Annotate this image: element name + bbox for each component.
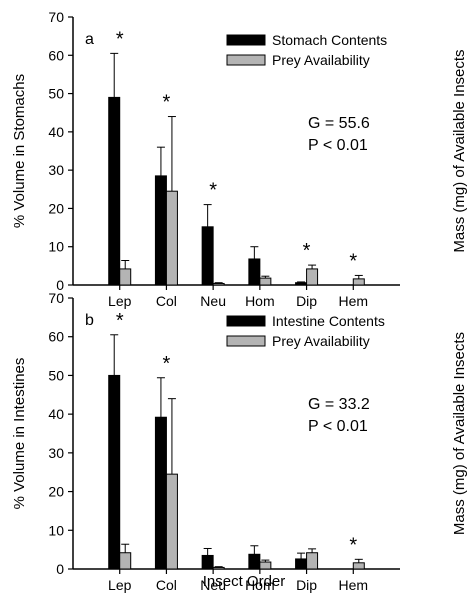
bar xyxy=(259,561,272,570)
bar xyxy=(295,282,308,286)
significance-marker: * xyxy=(116,28,124,50)
bar xyxy=(259,277,272,286)
y-tick-label: 40 xyxy=(48,124,64,140)
significance-marker: * xyxy=(349,250,357,272)
x-tick-label: Lep xyxy=(108,577,132,593)
legend-label: Prey Availability xyxy=(272,52,370,68)
y-tick-label: 40 xyxy=(48,406,64,422)
x-tick-label: Hem xyxy=(339,293,369,309)
y-tick-label: 70 xyxy=(48,9,64,25)
x-tick-label: Lep xyxy=(108,293,132,309)
x-tick-label: Neu xyxy=(200,577,226,593)
panel-label: b xyxy=(85,312,94,329)
x-tick-label: Neu xyxy=(200,293,226,309)
stats-text: P < 0.01 xyxy=(308,137,368,154)
significance-marker: * xyxy=(209,180,217,202)
stats-text: P < 0.01 xyxy=(308,418,368,435)
bar xyxy=(352,562,365,570)
y-tick-label: 0 xyxy=(56,561,64,577)
significance-marker: * xyxy=(163,92,171,114)
bar xyxy=(201,554,214,570)
legend-label: Prey Availability xyxy=(272,333,370,349)
panel-b: 0 10 20 30 40 50 60 70 % Volume in Intestines Mas… xyxy=(11,290,468,593)
y-tick-label: 30 xyxy=(48,162,64,178)
bar xyxy=(352,278,365,286)
bar xyxy=(119,268,132,286)
legend-swatch xyxy=(226,54,266,66)
significance-marker: * xyxy=(303,240,311,262)
x-tick-label: Dip xyxy=(296,577,317,593)
y-tick-label: 10 xyxy=(48,239,64,255)
stats-text: G = 33.2 xyxy=(308,396,370,413)
y-tick-label: 30 xyxy=(48,445,64,461)
bar xyxy=(108,374,121,570)
bar xyxy=(165,190,178,286)
bar xyxy=(108,96,121,286)
x-tick-label: Hem xyxy=(339,577,369,593)
x-tick-label: Hom xyxy=(245,577,275,593)
y-tick-label: 20 xyxy=(48,200,64,216)
bar xyxy=(165,473,178,570)
x-tick-label: Hom xyxy=(245,293,275,309)
y-tick-label: 70 xyxy=(48,290,64,306)
x-axis-title: Insect Order xyxy=(203,573,286,590)
right-axis-title: Mass (mg) of Available Insects xyxy=(451,332,468,535)
significance-marker: * xyxy=(349,534,357,556)
y-tick-label: 10 xyxy=(48,522,64,538)
bar xyxy=(306,552,319,570)
y-tick-label: 0 xyxy=(56,277,64,293)
y-tick-label: 20 xyxy=(48,484,64,500)
x-tick-label: Col xyxy=(156,293,177,309)
y-tick-label: 60 xyxy=(48,47,64,63)
bar xyxy=(212,566,225,570)
bar xyxy=(212,282,225,286)
bar xyxy=(201,226,214,286)
panel-a: 0 10 20 30 40 50 60 70 % Volume in Stomachs Mass … xyxy=(11,9,468,309)
bar xyxy=(248,553,261,570)
legend-label: Stomach Contents xyxy=(272,32,387,48)
significance-marker: * xyxy=(163,353,171,375)
right-axis-title: Mass (mg) of Available Insects xyxy=(451,49,468,252)
bar xyxy=(248,258,261,286)
stats-text: G = 55.6 xyxy=(308,115,370,132)
significance-marker: * xyxy=(116,310,124,332)
bar xyxy=(295,558,308,570)
y-tick-label: 50 xyxy=(48,86,64,102)
legend-swatch xyxy=(226,34,266,46)
bar xyxy=(306,268,319,286)
bar xyxy=(154,416,167,570)
legend-swatch xyxy=(226,315,266,327)
bar xyxy=(154,175,167,286)
y-axis-title: % Volume in Intestines xyxy=(11,358,28,510)
bar xyxy=(119,552,132,570)
panel-label: a xyxy=(85,31,94,48)
legend-swatch xyxy=(226,335,266,347)
x-tick-label: Dip xyxy=(296,293,317,309)
y-tick-label: 50 xyxy=(48,367,64,383)
y-axis-title: % Volume in Stomachs xyxy=(11,74,28,228)
x-tick-label: Col xyxy=(156,577,177,593)
y-tick-label: 60 xyxy=(48,329,64,345)
legend-label: Intestine Contents xyxy=(272,313,385,329)
